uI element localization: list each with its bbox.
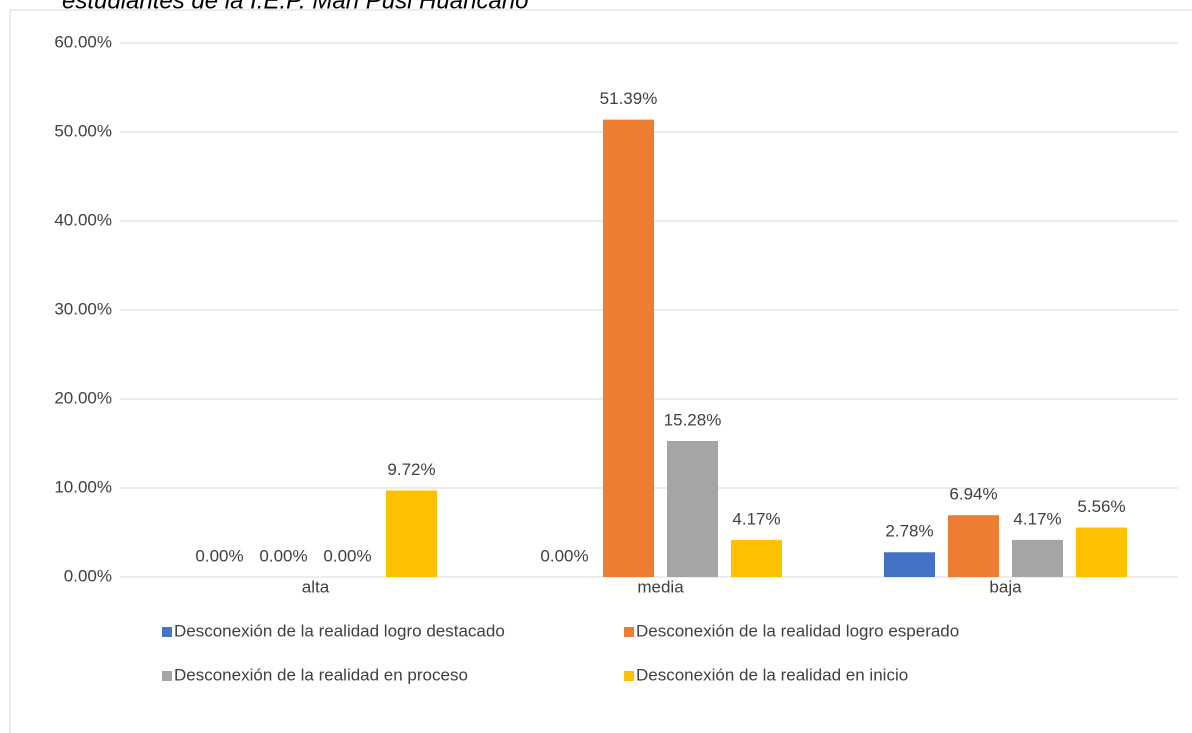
y-tick-label: 30.00% [54, 299, 112, 318]
data-label: 6.94% [949, 485, 997, 504]
bar [948, 515, 999, 577]
data-label: 0.00% [540, 546, 588, 565]
bar [386, 490, 437, 577]
data-label: 4.17% [732, 509, 780, 528]
legend-swatch [162, 671, 172, 681]
data-label: 4.17% [1013, 509, 1061, 528]
data-label: 5.56% [1077, 497, 1125, 516]
y-tick-label: 10.00% [54, 477, 112, 496]
legend-label: Desconexión de la realidad logro destaca… [174, 621, 505, 640]
bar [603, 119, 654, 577]
bar [1076, 527, 1127, 577]
x-tick-label: baja [989, 577, 1022, 596]
y-tick-label: 0.00% [64, 566, 112, 585]
y-tick-label: 20.00% [54, 388, 112, 407]
legend-label: Desconexión de la realidad en proceso [174, 665, 468, 684]
data-label: 0.00% [259, 546, 307, 565]
data-label: 0.00% [195, 546, 243, 565]
bar [731, 539, 782, 577]
legend-swatch [624, 627, 634, 637]
y-tick-label: 40.00% [54, 210, 112, 229]
bar [1012, 539, 1063, 577]
chart-border [9, 9, 1192, 733]
y-tick-label: 50.00% [54, 121, 112, 140]
chart-title: estudiantes de la I.E.P. Mari Pusi Huanc… [62, 0, 529, 14]
y-tick-label: 60.00% [54, 32, 112, 51]
data-label: 15.28% [664, 410, 722, 429]
legend-swatch [624, 671, 634, 681]
data-label: 9.72% [387, 460, 435, 479]
x-tick-label: media [637, 577, 684, 596]
legend-label: Desconexión de la realidad logro esperad… [636, 621, 959, 640]
bar [884, 552, 935, 577]
legend-swatch [162, 627, 172, 637]
data-label: 51.39% [600, 89, 658, 108]
bar [667, 441, 718, 577]
data-label: 2.78% [885, 522, 933, 541]
x-tick-label: alta [302, 577, 330, 596]
legend-label: Desconexión de la realidad en inicio [636, 665, 908, 684]
data-label: 0.00% [323, 546, 371, 565]
